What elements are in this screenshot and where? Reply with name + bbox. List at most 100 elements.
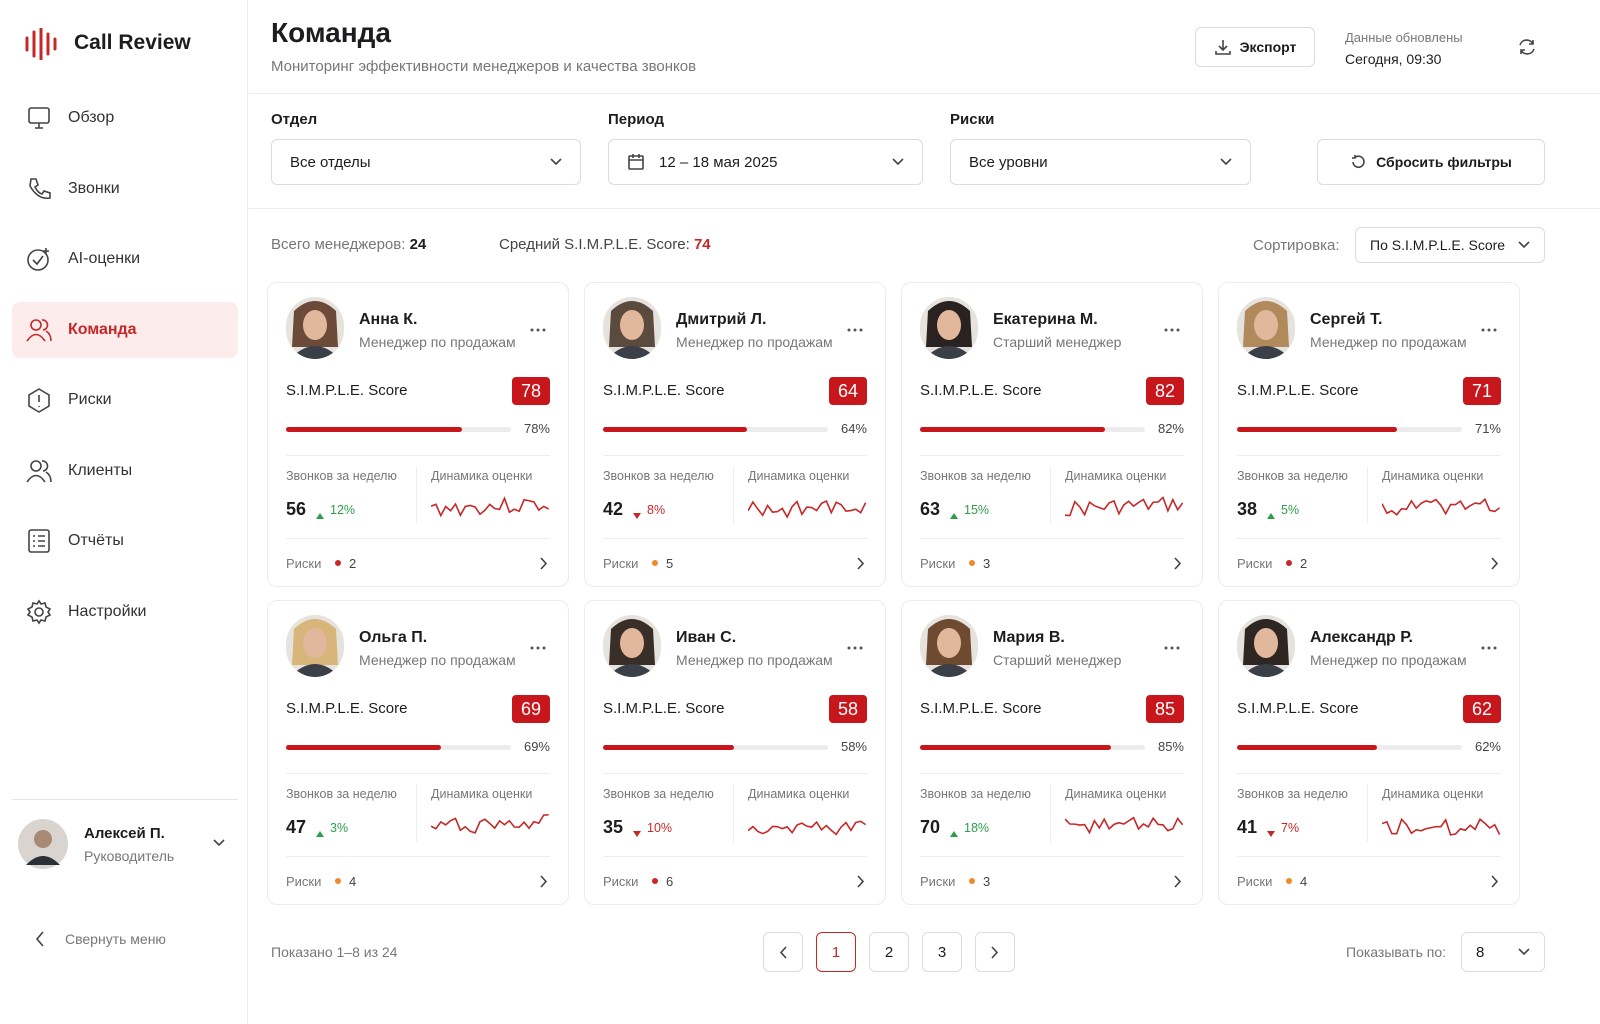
nav-item[interactable]: Отчёты (12, 513, 238, 569)
user-menu[interactable] (212, 838, 226, 848)
trend-arrow (950, 824, 958, 842)
open-card[interactable] (857, 557, 865, 575)
sparkline (747, 493, 868, 530)
open-card[interactable] (540, 875, 548, 893)
score-badge: 78 (512, 377, 550, 405)
sort-select[interactable]: По S.I.M.P.L.E. Score (1355, 227, 1545, 263)
calls-label: Звонков за неделю (1237, 469, 1348, 483)
reset-filters[interactable]: Сбросить фильтры (1317, 139, 1545, 185)
nav-label: AI-оценки (68, 250, 140, 267)
more-button[interactable] (847, 319, 863, 337)
more-button[interactable] (1481, 319, 1497, 337)
manager-card[interactable]: Иван С. Менеджер по продажам S.I.M.P.L.E. … (584, 600, 886, 905)
sparkline (430, 493, 551, 530)
sparkline (1064, 493, 1185, 530)
chevron (991, 945, 999, 959)
manager-role: Менеджер по продажам (1310, 652, 1467, 668)
nav-item[interactable]: Звонки (12, 161, 238, 217)
manager-card[interactable]: Ольга П. Менеджер по продажам S.I.M.P.L.E.… (267, 600, 569, 905)
manager-name: Сергей Т. (1310, 311, 1383, 328)
manager-name: Анна К. (359, 311, 418, 328)
manager-card[interactable]: Мария В. Старший менеджер S.I.M.P.L.E. Sco… (901, 600, 1203, 905)
more-button[interactable] (1164, 319, 1180, 337)
calls-change: 3% (330, 821, 349, 835)
trend-icon (316, 513, 324, 519)
open-card[interactable] (857, 875, 865, 893)
open-card[interactable] (1491, 875, 1499, 893)
dynamics-label: Динамика оценки (1065, 469, 1167, 483)
nav-item[interactable]: AI-оценки (12, 231, 238, 287)
nav-item[interactable]: Обзор (12, 90, 238, 146)
trend-icon (1267, 513, 1275, 519)
calls-change: 12% (330, 503, 356, 517)
avatar (286, 297, 344, 364)
manager-card[interactable]: Александр Р. Менеджер по продажам S.I.M.P.… (1218, 600, 1520, 905)
risks-count: 3 (983, 874, 991, 889)
avatar (920, 297, 978, 364)
more-button[interactable] (847, 637, 863, 655)
divider (249, 93, 1600, 94)
value: 74 (693, 236, 711, 253)
avatar-image (286, 297, 344, 359)
more-button[interactable] (530, 637, 546, 655)
manager-card[interactable]: Анна К. Менеджер по продажам S.I.M.P.L.E. … (267, 282, 569, 587)
score-bar (286, 427, 462, 432)
score-percent: 85% (1157, 739, 1184, 754)
divider (603, 856, 867, 857)
nav-item[interactable]: Команда (12, 301, 238, 358)
manager-card[interactable]: Дмитрий Л. Менеджер по продажам S.I.M.P.L.… (584, 282, 886, 587)
open-card[interactable] (1174, 875, 1182, 893)
export-label: Экспорт (1239, 39, 1297, 55)
open-card[interactable] (540, 557, 548, 575)
refresh-button[interactable] (1517, 37, 1537, 57)
score-badge: 71 (1463, 377, 1501, 405)
nav-item[interactable]: Настройки (12, 584, 238, 640)
calls-label: Звонков за неделю (603, 469, 714, 483)
score-track (1237, 427, 1462, 432)
score-percent: 78% (523, 421, 550, 436)
score-track (286, 745, 511, 750)
collapse-icon (35, 931, 44, 947)
sparkline-path (430, 814, 549, 834)
per-page-select[interactable]: 8 (1461, 932, 1545, 972)
prev-page[interactable] (763, 932, 803, 972)
next-page[interactable] (975, 932, 1015, 972)
score-percent: 64% (840, 421, 867, 436)
more-icon (1164, 646, 1180, 650)
calls-value: 70 (920, 817, 941, 837)
manager-card[interactable]: Сергей Т. Менеджер по продажам S.I.M.P.L.E… (1218, 282, 1520, 587)
filter-select[interactable]: 12 – 18 мая 2025 (608, 139, 923, 185)
manager-card[interactable]: Екатерина М. Старший менеджер S.I.M.P.L.E.… (901, 282, 1203, 587)
logo-icon (25, 28, 57, 60)
sort-value: По S.I.M.P.L.E. Score (1370, 237, 1506, 253)
more-button[interactable] (530, 319, 546, 337)
sparkline-path (747, 499, 867, 519)
updated-value: Сегодня, 09:30 (1345, 51, 1442, 67)
avatar (603, 297, 661, 364)
divider (249, 208, 1600, 209)
filter-select[interactable]: Все отделы (271, 139, 581, 185)
page-button[interactable]: 2 (869, 932, 909, 972)
nav-label: Клиенты (68, 461, 133, 479)
page-button[interactable]: 3 (922, 932, 962, 972)
collapse-menu[interactable]: Свернуть меню (65, 931, 166, 947)
nav-item[interactable]: Клиенты (12, 443, 238, 499)
more-button[interactable] (1481, 637, 1497, 655)
page-button[interactable]: 1 (816, 932, 856, 972)
nav-item[interactable]: Риски (12, 372, 238, 428)
export-button[interactable]: Экспорт (1195, 27, 1315, 67)
risks-label: Риски (1237, 556, 1273, 571)
filter-value-wrap: 12 – 18 мая 2025 (627, 153, 778, 171)
trend-arrow (316, 506, 324, 524)
filter-value: Все уровни (969, 153, 1048, 171)
filter-select[interactable]: Все уровни (950, 139, 1251, 185)
trend-icon (316, 831, 324, 837)
filter-label: Период (608, 111, 664, 128)
divider (603, 455, 867, 456)
vdivider (416, 784, 417, 842)
nav-label: Команда (68, 320, 137, 338)
more-button[interactable] (1164, 637, 1180, 655)
open-card[interactable] (1174, 557, 1182, 575)
open-card[interactable] (1491, 557, 1499, 575)
vdivider (733, 784, 734, 842)
